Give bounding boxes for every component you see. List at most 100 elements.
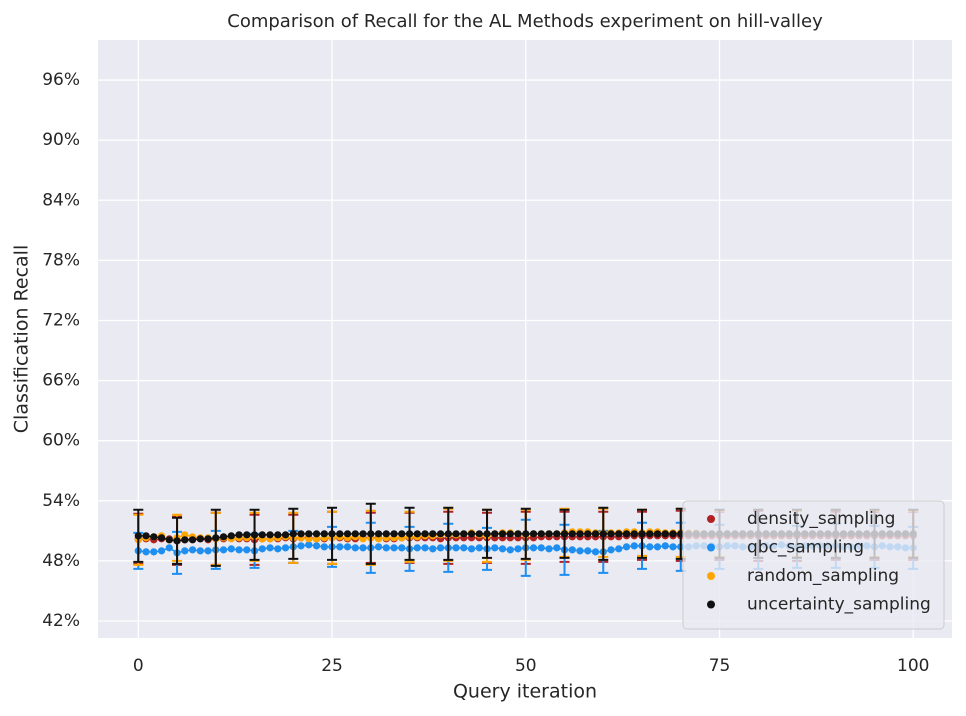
point: [646, 530, 654, 538]
point: [669, 530, 677, 538]
point: [374, 535, 383, 543]
point: [452, 530, 460, 538]
point: [398, 544, 406, 552]
point: [359, 530, 367, 538]
y-tick-label: 54%: [42, 491, 80, 511]
point: [467, 545, 476, 553]
point: [506, 530, 514, 538]
point: [529, 544, 538, 552]
x-axis-label: Query iteration: [453, 681, 597, 703]
y-tick-label: 60%: [42, 431, 80, 451]
point: [591, 548, 600, 556]
y-tick-label: 78%: [42, 250, 80, 270]
point: [204, 535, 212, 543]
point: [413, 544, 421, 552]
point: [305, 541, 313, 549]
y-tick-label: 90%: [42, 130, 80, 150]
point: [336, 543, 344, 551]
point: [584, 547, 592, 555]
point: [630, 542, 638, 550]
legend-frame: [682, 500, 945, 630]
error-bar: [482, 508, 493, 559]
point: [305, 535, 313, 543]
point: [413, 530, 421, 538]
point: [661, 530, 669, 538]
error-bar: [443, 506, 454, 561]
point: [165, 536, 173, 544]
point: [243, 531, 251, 539]
point: [181, 531, 189, 539]
point: [227, 532, 235, 540]
point: [514, 530, 522, 538]
point: [219, 533, 228, 541]
point: [336, 530, 344, 538]
point: [320, 543, 328, 551]
legend-marker: [707, 515, 715, 523]
point: [204, 547, 212, 555]
x-tick-label: 0: [133, 656, 144, 676]
point: [297, 530, 305, 538]
point: [622, 530, 631, 538]
point: [374, 530, 383, 538]
point: [157, 547, 166, 555]
point: [576, 530, 584, 538]
x-tick-label: 25: [321, 656, 343, 676]
point: [297, 542, 305, 550]
x-tick-label: 75: [709, 656, 731, 676]
point: [498, 545, 507, 553]
point: [436, 530, 445, 538]
point: [266, 531, 274, 539]
error-bar: [520, 507, 531, 560]
point: [506, 546, 514, 554]
point: [196, 535, 204, 543]
point: [514, 545, 522, 553]
point: [653, 543, 662, 551]
error-bar: [327, 506, 338, 561]
point: [281, 544, 290, 552]
point: [584, 530, 592, 538]
point: [475, 530, 483, 538]
point: [188, 536, 197, 544]
point: [452, 544, 460, 552]
point: [553, 544, 561, 552]
point: [421, 530, 429, 538]
point: [219, 546, 228, 554]
point: [351, 544, 359, 552]
point: [181, 547, 189, 555]
point: [258, 545, 266, 553]
point: [421, 544, 429, 552]
y-tick-label: 48%: [42, 551, 80, 571]
error-bar: [288, 507, 299, 560]
point: [188, 546, 197, 554]
legend: density_sampling qbc_sampling random_sampl…: [682, 500, 945, 630]
point: [351, 530, 359, 538]
error-bar: [559, 508, 570, 559]
point: [142, 532, 150, 540]
point: [615, 545, 623, 553]
legend-marker: [707, 543, 715, 552]
point: [266, 544, 274, 552]
point: [545, 530, 553, 538]
point: [312, 530, 321, 538]
point: [607, 546, 615, 554]
point: [537, 544, 545, 552]
point: [467, 530, 476, 538]
point: [359, 544, 367, 552]
y-tick-label: 84%: [42, 190, 80, 210]
point: [165, 544, 173, 552]
point: [553, 530, 561, 538]
point: [591, 530, 600, 538]
legend-marker: [707, 572, 715, 580]
point: [436, 544, 445, 552]
point: [529, 530, 538, 538]
point: [150, 533, 158, 541]
error-bar: [637, 508, 648, 559]
point: [615, 530, 623, 538]
point: [390, 530, 398, 538]
point: [343, 543, 352, 551]
error-bar: [598, 506, 609, 561]
point: [235, 531, 243, 539]
point: [274, 545, 282, 553]
point: [429, 545, 437, 553]
point: [312, 535, 321, 543]
